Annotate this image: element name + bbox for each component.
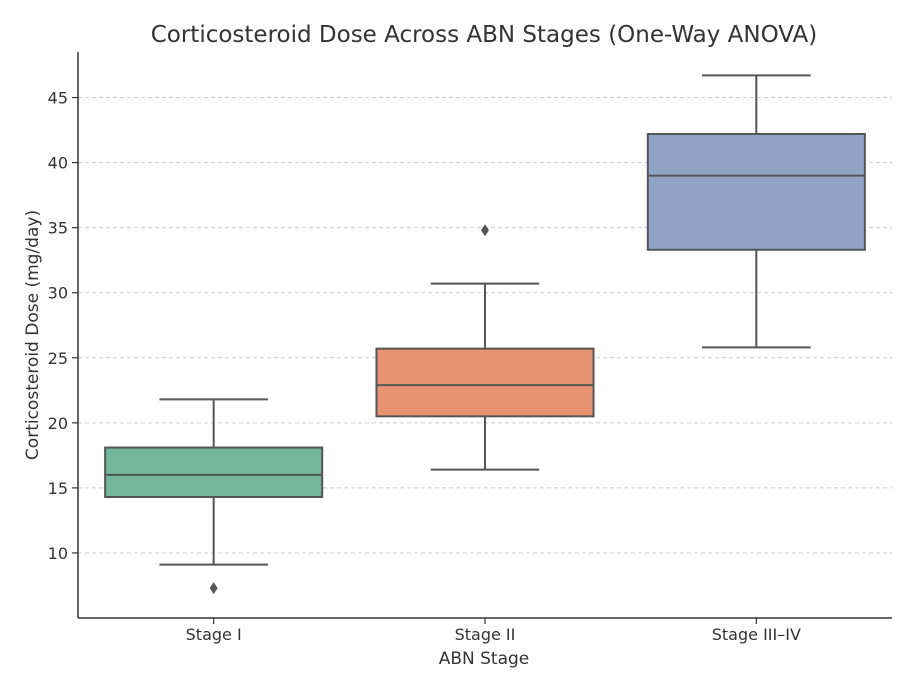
y-tick-label: 20 <box>48 414 68 433</box>
box-group <box>104 398 324 595</box>
x-axis-ticks: Stage I Stage II Stage III–IV <box>186 618 801 644</box>
box <box>104 446 324 498</box>
x-axis-label: ABN Stage <box>439 649 530 669</box>
box-group <box>375 224 595 471</box>
y-tick-label: 40 <box>48 154 68 173</box>
y-tick-label: 15 <box>48 479 68 498</box>
outlier-point <box>209 582 218 595</box>
y-tick-label: 30 <box>48 284 68 303</box>
y-tick-label: 25 <box>48 349 68 368</box>
box <box>646 132 866 251</box>
outlier-point <box>481 224 489 237</box>
y-tick-label: 35 <box>48 219 68 238</box>
x-tick-label: Stage III–IV <box>712 625 801 644</box>
y-tick-label: 45 <box>48 89 68 108</box>
y-axis-ticks: 10 15 20 25 30 35 40 45 <box>48 89 78 563</box>
chart-title: Corticosteroid Dose Across ABN Stages (O… <box>151 22 818 48</box>
box-group <box>646 74 866 349</box>
x-tick-label: Stage I <box>186 625 242 644</box>
y-tick-label: 10 <box>48 544 68 563</box>
x-tick-label: Stage II <box>455 625 516 644</box>
y-axis-label: Corticosteroid Dose (mg/day) <box>23 210 43 460</box>
box <box>375 347 595 418</box>
plot-area <box>104 74 866 595</box>
